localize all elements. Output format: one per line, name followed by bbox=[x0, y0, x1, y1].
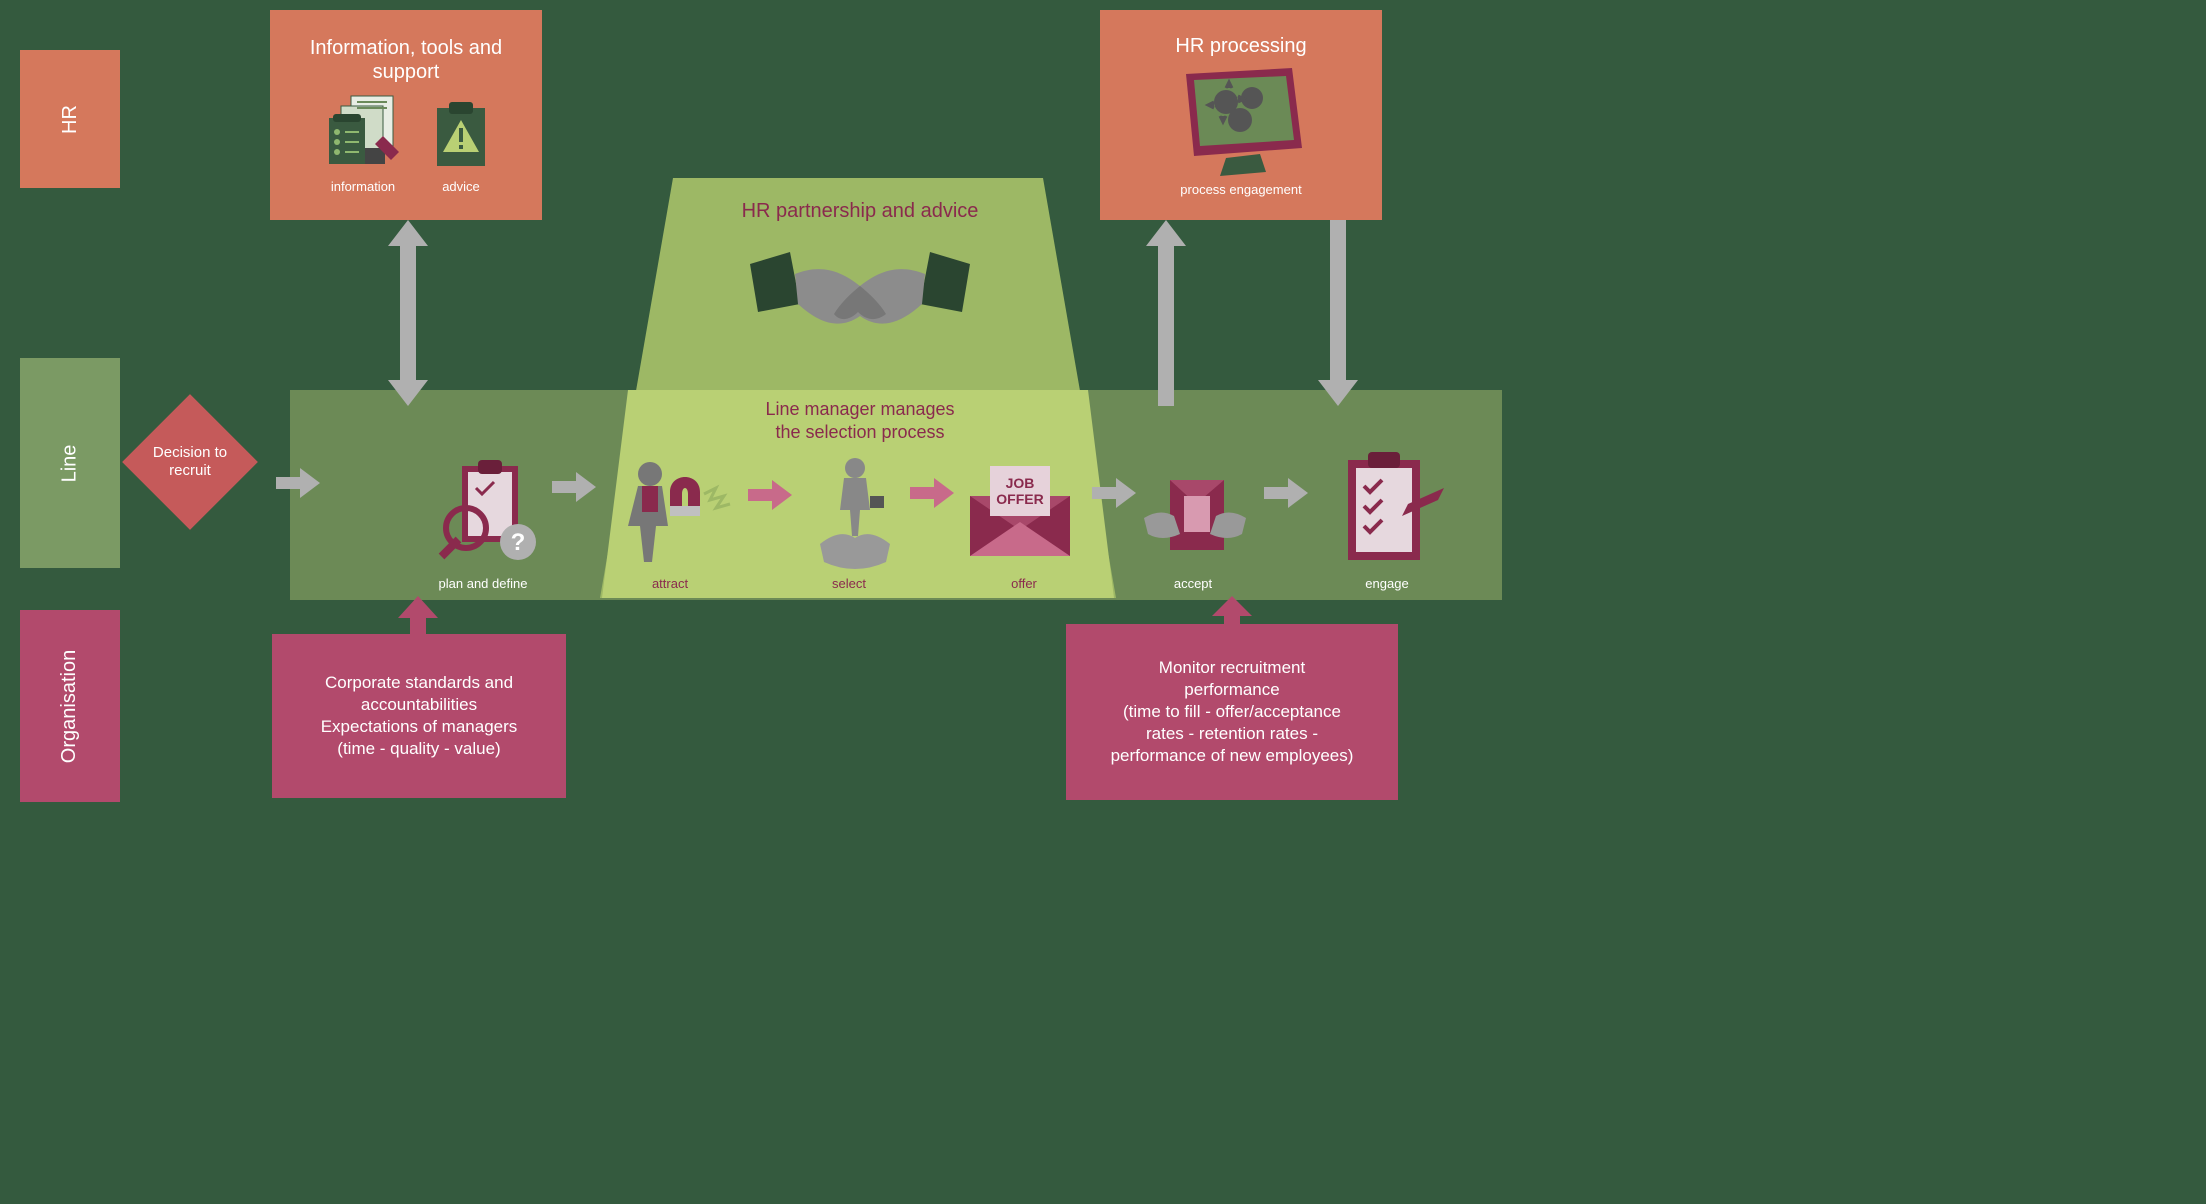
documents-icon bbox=[323, 92, 403, 170]
attract-icon bbox=[620, 452, 740, 577]
advice-icon bbox=[433, 98, 489, 170]
attract-label: attract bbox=[630, 576, 710, 591]
arrow-4 bbox=[910, 478, 954, 513]
hr-proc-box: HR processing process engagement bbox=[1100, 10, 1382, 220]
arrow-2 bbox=[552, 472, 596, 507]
accept-label: accept bbox=[1158, 576, 1228, 591]
arrow-hr-info-dbl bbox=[388, 220, 428, 411]
partnership-title: HR partnership and advice bbox=[720, 200, 1000, 223]
plan-define-label: plan and define bbox=[428, 576, 538, 591]
selection-title: Line manager manages the selection proce… bbox=[740, 398, 980, 443]
svg-text:JOB: JOB bbox=[1006, 475, 1035, 491]
arrow-6 bbox=[1264, 478, 1308, 513]
select-icon bbox=[800, 452, 910, 587]
org-lane-label: Organisation bbox=[20, 610, 120, 802]
line-lane-label: Line bbox=[20, 358, 120, 568]
arrow-hr-proc-down bbox=[1318, 220, 1358, 411]
handshake-icon bbox=[750, 234, 970, 354]
monitor-gears-icon bbox=[1176, 68, 1306, 178]
arrow-5 bbox=[1092, 478, 1136, 513]
svg-text:?: ? bbox=[511, 529, 526, 556]
hr-proc-title: HR processing bbox=[1175, 34, 1306, 58]
offer-icon: JOB OFFER bbox=[960, 456, 1080, 571]
engage-icon bbox=[1330, 444, 1450, 579]
org-box-left: Corporate standards and accountabilities… bbox=[272, 634, 566, 798]
select-label: select bbox=[814, 576, 884, 591]
arrow-hr-proc-up bbox=[1146, 220, 1186, 411]
accept-icon bbox=[1140, 460, 1250, 575]
advice-sublabel: advice bbox=[433, 179, 489, 194]
proc-sublabel: process engagement bbox=[1180, 182, 1301, 197]
hr-lane-label: HR bbox=[20, 50, 120, 188]
engage-label: engage bbox=[1352, 576, 1422, 591]
arrow-3 bbox=[748, 480, 792, 515]
plan-define-icon: ? bbox=[428, 452, 538, 577]
hr-info-title: Information, tools and support bbox=[278, 36, 534, 84]
org-box-right: Monitor recruitment performance (time to… bbox=[1066, 624, 1398, 800]
decision-diamond: Decision to recruit bbox=[122, 394, 258, 530]
offer-label: offer bbox=[994, 576, 1054, 591]
info-sublabel: information bbox=[323, 179, 403, 194]
svg-text:OFFER: OFFER bbox=[996, 491, 1043, 507]
arrow-1 bbox=[276, 468, 320, 503]
hr-info-box: Information, tools and support informati… bbox=[270, 10, 542, 220]
